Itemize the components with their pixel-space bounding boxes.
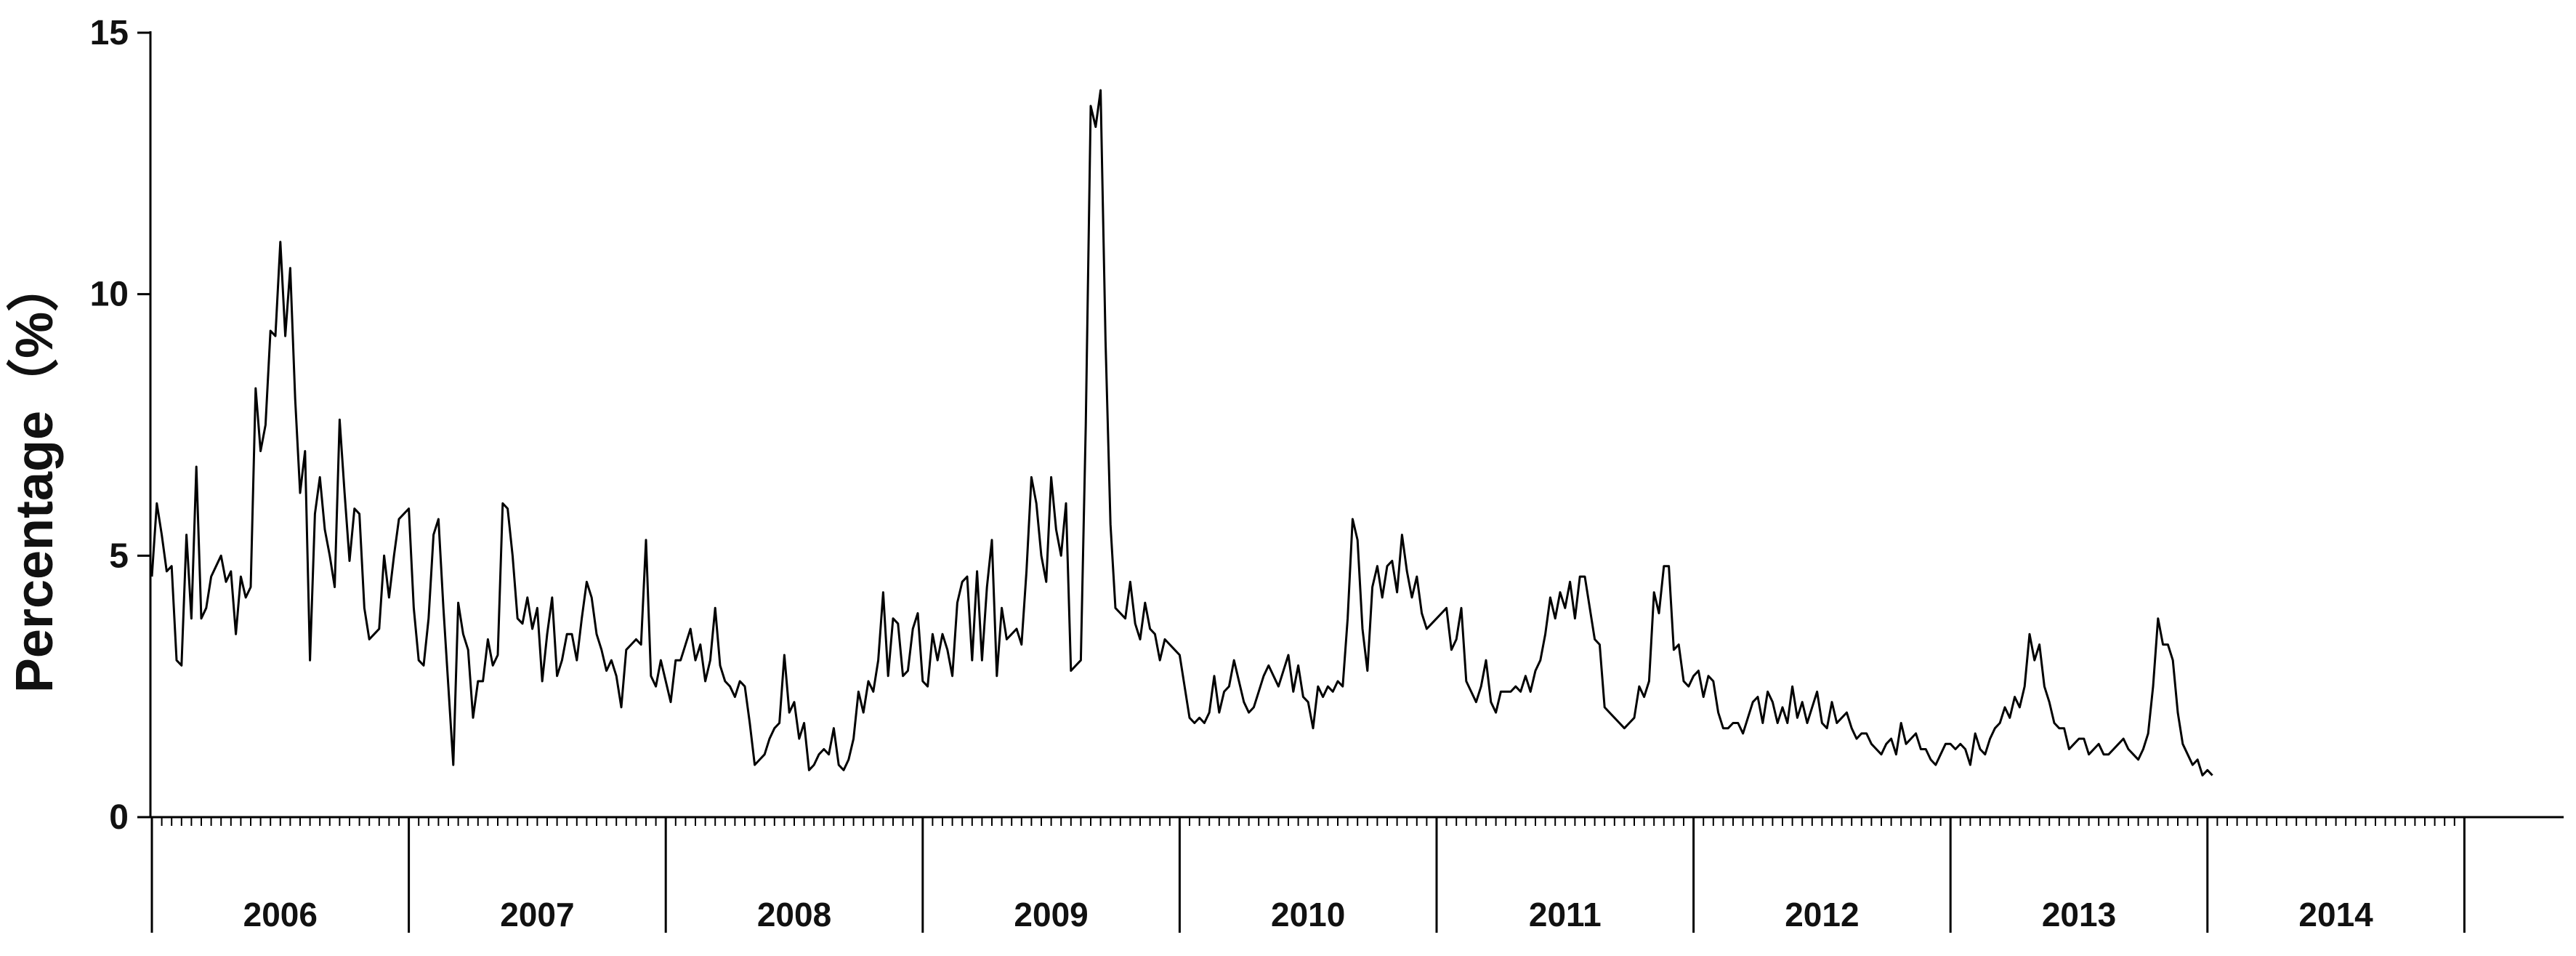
x-axis: 2006 2007 2008 2009 2010 2011 2012 2013 2014 bbox=[150, 816, 2564, 933]
x-year-label: 2013 bbox=[2042, 896, 2116, 933]
x-year-label: 2006 bbox=[243, 896, 318, 933]
x-year-label: 2009 bbox=[1014, 896, 1088, 933]
x-year-label: 2007 bbox=[500, 896, 574, 933]
x-year-label: 2014 bbox=[2298, 896, 2373, 933]
series-line bbox=[150, 89, 2213, 776]
x-year-label: 2011 bbox=[1529, 896, 1602, 933]
y-axis-title: Percentage（%） bbox=[6, 260, 64, 693]
y-axis: 0 5 10 15 bbox=[90, 14, 152, 837]
x-year-label: 2010 bbox=[1271, 896, 1345, 933]
x-year-label: 2012 bbox=[1785, 896, 1859, 933]
x-year-label: 2008 bbox=[757, 896, 831, 933]
y-tick-label: 0 bbox=[109, 798, 129, 837]
y-tick-label: 10 bbox=[90, 276, 129, 314]
y-tick-label: 15 bbox=[90, 14, 129, 52]
y-tick-label: 5 bbox=[109, 537, 129, 575]
